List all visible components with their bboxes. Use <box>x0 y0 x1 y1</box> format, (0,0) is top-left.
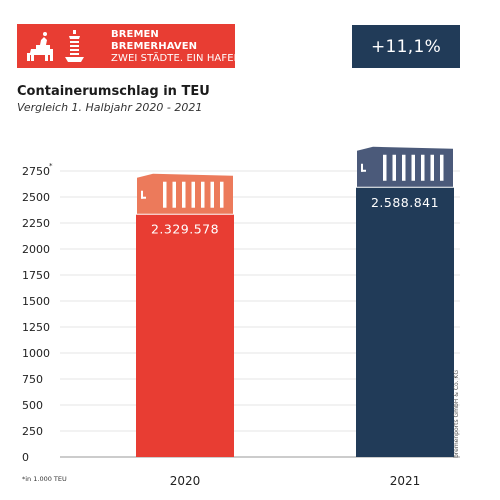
y-tick-label-750: 750 <box>22 373 43 386</box>
y-axis-asterisk: * <box>49 162 53 170</box>
x-tick-label-2021: 2021 <box>390 474 421 488</box>
y-tick-label-0: 0 <box>22 451 29 464</box>
bremen-town-musicians-icon <box>27 32 53 61</box>
y-tick-label-2000: 2000 <box>22 243 50 256</box>
bar-2021 <box>356 187 454 457</box>
y-tick-label-250: 250 <box>22 425 43 438</box>
y-tick-label-1000: 1000 <box>22 347 50 360</box>
chart-subtitle: Vergleich 1. Halbjahr 2020 - 2021 <box>17 101 203 114</box>
logo-line-2: BREMERHAVEN <box>111 41 198 52</box>
container-icon <box>137 173 233 214</box>
credit: bremenports GmbH & Co. KG <box>453 370 460 458</box>
footnote: *in 1.000 TEU <box>22 475 67 483</box>
y-tick-label-500: 500 <box>22 399 43 412</box>
y-tick-label-2250: 2250 <box>22 217 50 230</box>
x-tick-label-2020: 2020 <box>170 474 201 488</box>
y-tick-label-1750: 1750 <box>22 269 50 282</box>
bar-value-label-2020: 2.329.578 <box>151 222 219 237</box>
y-tick-label-1250: 1250 <box>22 321 50 334</box>
y-tick-label-2750: 2750 <box>22 165 50 178</box>
bar-2020 <box>136 214 234 457</box>
logo-line-3: ZWEI STÄDTE. EIN HAFEN. <box>111 53 245 64</box>
logo-icons <box>27 30 84 62</box>
y-tick-label-1500: 1500 <box>22 295 50 308</box>
bar-value-label-2021: 2.588.841 <box>371 195 439 210</box>
chart-title: Containerumschlag in TEU <box>17 84 210 99</box>
logo-line-1: BREMEN <box>111 29 159 40</box>
lighthouse-icon <box>65 30 84 62</box>
bremen-bremerhaven-logo: BREMEN BREMERHAVEN ZWEI STÄDTE. EIN HAFE… <box>17 24 244 68</box>
growth-badge: +11,1% <box>352 25 460 68</box>
container-icon <box>357 146 453 187</box>
y-tick-label-2500: 2500 <box>22 191 50 204</box>
